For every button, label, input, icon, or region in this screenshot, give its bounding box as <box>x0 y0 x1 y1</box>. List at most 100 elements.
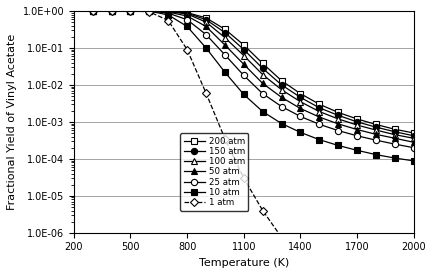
1 atm <box>184 48 190 51</box>
200 atm <box>298 92 303 95</box>
100 atm <box>184 12 190 16</box>
200 atm <box>109 9 114 13</box>
25 atm <box>373 139 378 142</box>
25 atm <box>222 53 227 56</box>
Y-axis label: Fractional Yield of Vinyl Acetate: Fractional Yield of Vinyl Acetate <box>7 34 17 210</box>
10 atm <box>392 156 397 160</box>
50 atm <box>109 9 114 13</box>
Line: 150 atm: 150 atm <box>90 8 417 139</box>
200 atm <box>279 79 284 82</box>
100 atm <box>109 9 114 13</box>
10 atm <box>411 159 417 163</box>
150 atm <box>411 134 417 138</box>
100 atm <box>336 117 341 120</box>
25 atm <box>90 9 95 13</box>
200 atm <box>147 9 152 13</box>
Line: 1 atm: 1 atm <box>90 8 417 275</box>
150 atm <box>166 10 171 13</box>
100 atm <box>298 100 303 103</box>
150 atm <box>184 12 190 15</box>
200 atm <box>184 11 190 14</box>
1 atm <box>222 137 227 140</box>
50 atm <box>392 137 397 140</box>
10 atm <box>260 110 265 113</box>
10 atm <box>222 71 227 74</box>
10 atm <box>184 25 190 28</box>
100 atm <box>317 110 322 113</box>
150 atm <box>392 130 397 133</box>
1 atm <box>279 236 284 239</box>
1 atm <box>260 209 265 212</box>
50 atm <box>260 82 265 85</box>
200 atm <box>392 128 397 131</box>
50 atm <box>279 96 284 99</box>
10 atm <box>128 9 133 13</box>
1 atm <box>204 92 209 95</box>
Legend: 200 atm, 150 atm, 100 atm, 50 atm, 25 atm, 10 atm, 1 atm: 200 atm, 150 atm, 100 atm, 50 atm, 25 at… <box>180 133 248 211</box>
25 atm <box>260 92 265 95</box>
50 atm <box>204 25 209 28</box>
200 atm <box>355 117 360 120</box>
25 atm <box>128 9 133 13</box>
100 atm <box>204 20 209 24</box>
100 atm <box>241 54 246 57</box>
50 atm <box>90 9 95 13</box>
150 atm <box>204 18 209 21</box>
10 atm <box>317 138 322 141</box>
Line: 100 atm: 100 atm <box>90 8 417 141</box>
Line: 50 atm: 50 atm <box>90 8 417 145</box>
10 atm <box>90 9 95 13</box>
X-axis label: Temperature (K): Temperature (K) <box>199 258 289 268</box>
50 atm <box>355 128 360 131</box>
150 atm <box>241 48 246 51</box>
150 atm <box>260 67 265 70</box>
200 atm <box>90 9 95 13</box>
150 atm <box>90 9 95 13</box>
100 atm <box>147 9 152 13</box>
50 atm <box>241 63 246 66</box>
10 atm <box>279 122 284 125</box>
25 atm <box>241 74 246 77</box>
100 atm <box>279 88 284 91</box>
150 atm <box>317 106 322 109</box>
100 atm <box>260 73 265 76</box>
150 atm <box>355 120 360 123</box>
25 atm <box>109 9 114 13</box>
50 atm <box>222 43 227 47</box>
10 atm <box>298 131 303 134</box>
1 atm <box>317 274 322 275</box>
150 atm <box>128 9 133 13</box>
1 atm <box>241 177 246 180</box>
100 atm <box>166 10 171 13</box>
10 atm <box>166 13 171 16</box>
150 atm <box>373 125 378 129</box>
50 atm <box>336 122 341 126</box>
50 atm <box>411 141 417 144</box>
25 atm <box>355 134 360 138</box>
1 atm <box>128 9 133 13</box>
100 atm <box>90 9 95 13</box>
150 atm <box>336 114 341 117</box>
200 atm <box>260 62 265 65</box>
200 atm <box>241 43 246 47</box>
1 atm <box>90 9 95 13</box>
25 atm <box>336 129 341 132</box>
10 atm <box>355 149 360 152</box>
100 atm <box>128 9 133 13</box>
1 atm <box>147 10 152 13</box>
50 atm <box>147 9 152 13</box>
200 atm <box>222 28 227 31</box>
10 atm <box>109 9 114 13</box>
50 atm <box>317 116 322 119</box>
100 atm <box>411 137 417 140</box>
25 atm <box>279 105 284 108</box>
10 atm <box>147 9 152 13</box>
50 atm <box>373 133 378 136</box>
150 atm <box>222 31 227 34</box>
200 atm <box>166 10 171 13</box>
10 atm <box>241 93 246 96</box>
1 atm <box>166 19 171 22</box>
50 atm <box>298 107 303 110</box>
10 atm <box>204 46 209 50</box>
50 atm <box>166 10 171 14</box>
